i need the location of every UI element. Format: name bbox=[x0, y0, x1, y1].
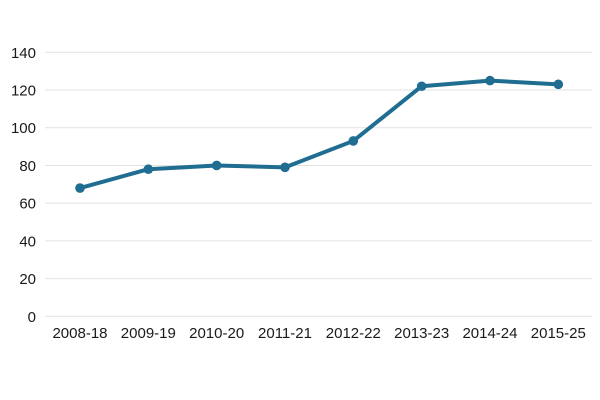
data-point bbox=[416, 81, 427, 92]
x-axis-tick-label: 2012-22 bbox=[326, 325, 381, 342]
data-point bbox=[553, 79, 564, 90]
data-point bbox=[485, 75, 495, 86]
x-axis-tick-label: 2010-20 bbox=[189, 325, 244, 342]
data-point bbox=[211, 160, 222, 171]
data-point bbox=[348, 136, 359, 146]
y-axis-tick-label: 80 bbox=[19, 158, 36, 175]
x-axis-tick-label: 2014-24 bbox=[462, 325, 517, 342]
data-point bbox=[75, 183, 85, 193]
y-axis-tick-label: 0 bbox=[28, 309, 36, 326]
x-axis-tick-label: 2015-25 bbox=[531, 325, 586, 342]
data-point bbox=[143, 164, 154, 175]
trend-line bbox=[78, 78, 561, 191]
x-axis-tick-label: 2011-21 bbox=[258, 325, 312, 342]
y-axis-tick-label: 140 bbox=[11, 45, 36, 62]
x-axis-tick-label: 2013-23 bbox=[394, 325, 449, 342]
x-axis-tick-label: 2009-19 bbox=[121, 325, 176, 342]
y-axis-tick-label: 20 bbox=[19, 271, 36, 288]
y-axis-tick-label: 120 bbox=[11, 83, 36, 100]
y-axis-tick-label: 100 bbox=[11, 120, 36, 137]
x-axis-tick-label: 2008-18 bbox=[52, 325, 107, 342]
y-axis-tick-label: 40 bbox=[19, 233, 36, 250]
y-axis-tick-label: 60 bbox=[19, 196, 36, 213]
data-point bbox=[280, 162, 290, 173]
